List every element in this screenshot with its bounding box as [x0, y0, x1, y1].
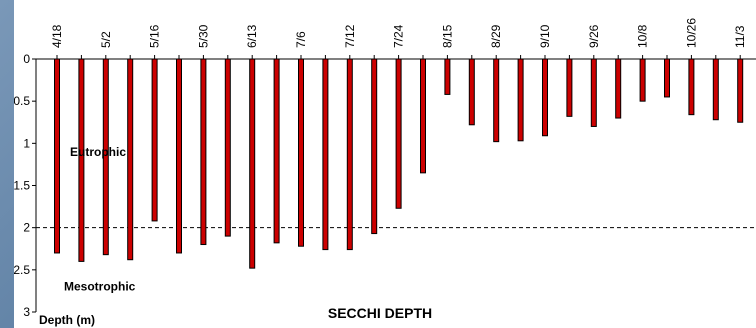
chart-panel: 0 0.5 1 1.5 2 2.5 3 4/18 5/2 5/16 5/30 6/13 7/6 7/12… [14, 0, 756, 328]
y-tick-label: 0 [23, 52, 30, 66]
bar [54, 58, 60, 254]
x-tick-label: 8/15 [440, 24, 454, 48]
bar [346, 58, 353, 251]
y-axis-label: Depth (m) [39, 313, 95, 327]
bar [444, 58, 451, 95]
bar [78, 58, 85, 262]
bar [639, 58, 646, 102]
bar [127, 58, 134, 261]
bar [249, 58, 256, 269]
bars [54, 58, 744, 269]
x-tick-label: 10/8 [636, 24, 650, 48]
x-tick-label: 7/24 [392, 24, 406, 48]
bar [102, 58, 109, 256]
x-tick-label: 5/30 [196, 24, 210, 48]
bar [200, 58, 207, 246]
bar [737, 58, 744, 123]
bar [468, 58, 475, 126]
bar [615, 58, 622, 119]
bar [176, 58, 182, 254]
y-tick-label: 3 [23, 305, 30, 319]
y-tick-label: 2.5 [14, 263, 30, 277]
bar [395, 58, 402, 209]
bar [664, 58, 670, 98]
y-tick-label: 1 [23, 136, 30, 150]
x-tick-label: 5/2 [99, 31, 113, 48]
annotation-label: Eutrophic [70, 145, 126, 159]
x-tick-label: 7/6 [294, 31, 308, 48]
x-tick-label: 4/18 [50, 24, 64, 48]
bar [273, 58, 280, 244]
y-tick-label: 1.5 [14, 179, 30, 193]
y-tick-label: 0.5 [14, 94, 30, 108]
x-tick-label: 11/3 [733, 25, 747, 48]
y-tick-label: 2 [23, 221, 30, 235]
bar [566, 58, 573, 117]
bar [224, 58, 231, 237]
x-tick-label: 9/10 [538, 24, 552, 48]
x-tick-label: 6/13 [245, 24, 259, 48]
bar [298, 58, 304, 247]
annotation-label: Mesotrophic [64, 280, 136, 294]
bar [322, 58, 329, 251]
bar [517, 58, 524, 142]
secchi-depth-chart: 0 0.5 1 1.5 2 2.5 3 4/18 5/2 5/16 5/30 6/13 7/6 7/12… [14, 18, 756, 327]
x-tick-label: 10/26 [684, 18, 698, 48]
bar [688, 58, 695, 116]
bar [371, 58, 378, 235]
labels: 4/18 5/2 5/16 5/30 6/13 7/6 7/12 7/24 8/15 8/29 9/… [39, 18, 747, 327]
bar [420, 58, 426, 174]
x-tick-label: 8/29 [489, 24, 503, 48]
x-tick-label: 7/12 [343, 24, 357, 48]
bar [712, 58, 719, 121]
bar [590, 58, 597, 127]
chart-title: SECCHI DEPTH [328, 305, 432, 321]
x-tick-label: 5/16 [148, 24, 162, 48]
bar [493, 58, 500, 143]
x-tick-label: 9/26 [587, 24, 601, 48]
bar [542, 58, 548, 137]
bar [151, 58, 158, 222]
